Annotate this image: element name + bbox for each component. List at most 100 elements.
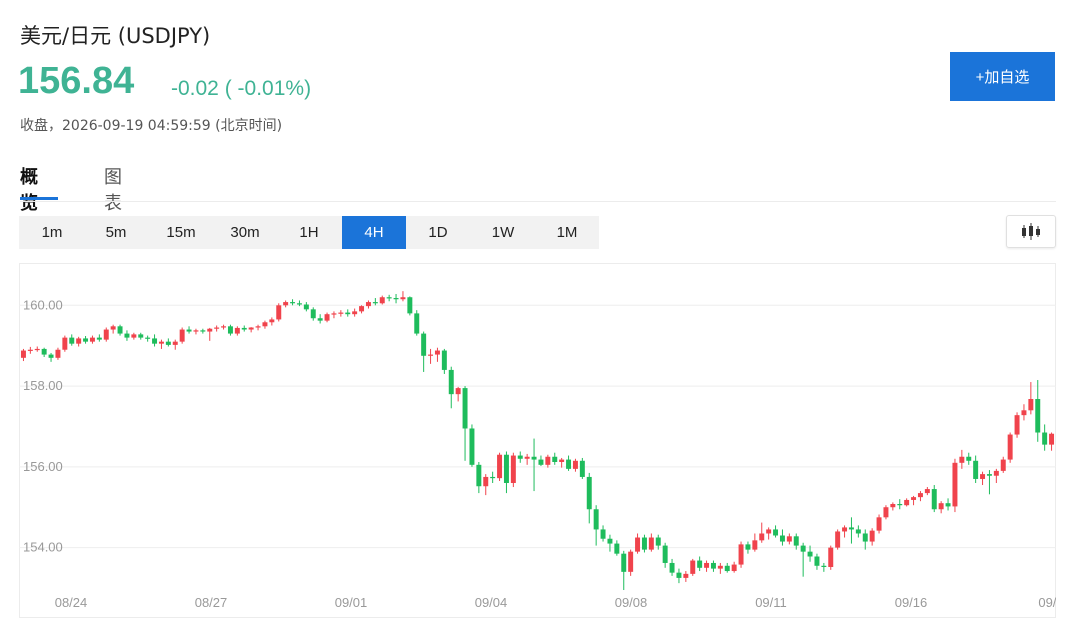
period-5m[interactable]: 5m xyxy=(105,224,127,241)
candlestick-chart[interactable]: 160.00 158.00 156.00 154.00 08/24 08/27 09/01 0… xyxy=(19,263,1056,618)
candle-body xyxy=(662,545,668,563)
candle-body xyxy=(34,348,40,351)
candle-body xyxy=(131,334,137,338)
chart-frame xyxy=(19,263,1056,618)
candle-body xyxy=(207,328,213,332)
add-watchlist-button[interactable]: +加自选 xyxy=(950,52,1055,101)
candle-body xyxy=(262,322,268,327)
candle-body xyxy=(1021,410,1027,416)
candle-body xyxy=(186,329,192,332)
candle-body xyxy=(869,530,875,542)
candle-body xyxy=(924,489,930,494)
period-1h[interactable]: 1H xyxy=(299,224,319,241)
candle-body xyxy=(110,326,116,330)
candle-body xyxy=(628,551,634,572)
candle-body xyxy=(414,313,420,334)
period-selector: 1m 5m 15m 30m 1H 4H 1D 1W 1M xyxy=(19,216,599,249)
y-tick-label: 154.00 xyxy=(23,540,63,555)
candle-body xyxy=(973,460,979,479)
candle-body xyxy=(407,297,413,314)
candle-body xyxy=(545,456,551,465)
candle-body xyxy=(607,538,613,544)
candle-body xyxy=(572,460,578,469)
x-tick-label: 09/01 xyxy=(335,595,368,610)
candle-body xyxy=(269,319,275,323)
candle-body xyxy=(255,326,261,328)
candle-body xyxy=(172,341,178,345)
candle-body xyxy=(890,504,896,508)
period-4h[interactable]: 4H xyxy=(342,216,406,249)
candle-body xyxy=(1042,432,1048,445)
candle-body xyxy=(779,535,785,542)
candle-body xyxy=(352,311,358,315)
candle-body xyxy=(510,455,516,483)
candle-body xyxy=(690,560,696,574)
candle-body xyxy=(745,544,751,550)
period-30m[interactable]: 30m xyxy=(230,224,260,241)
candle-body xyxy=(103,329,109,340)
period-1w[interactable]: 1W xyxy=(491,224,515,241)
candle-body xyxy=(697,560,703,568)
candle-body xyxy=(345,312,351,315)
x-tick-label: 08/27 xyxy=(195,595,228,610)
candle-body xyxy=(793,536,799,546)
candle-body xyxy=(655,537,661,546)
x-tick-label: 09/08 xyxy=(615,595,648,610)
x-tick-label: 09/16 xyxy=(895,595,928,610)
candle-body xyxy=(503,454,509,483)
candle-body xyxy=(290,302,296,304)
candle-body xyxy=(372,302,378,304)
candle-body xyxy=(158,341,164,344)
candle-body xyxy=(669,562,675,573)
candle-body xyxy=(559,459,565,462)
candle-body xyxy=(635,537,641,552)
candle-body xyxy=(241,327,247,330)
candle-body xyxy=(145,337,151,339)
y-tick-label: 156.00 xyxy=(23,459,63,474)
period-1m[interactable]: 1m xyxy=(41,224,63,241)
candle-body xyxy=(524,456,530,459)
candle-body xyxy=(303,304,309,310)
candle-body xyxy=(676,572,682,578)
candle-body xyxy=(338,312,344,314)
candle-body xyxy=(1049,433,1055,445)
candle-body xyxy=(579,460,585,477)
candle-body xyxy=(283,302,289,306)
candle-body xyxy=(952,462,958,507)
candle-body xyxy=(883,507,889,518)
current-price: 156.84 xyxy=(18,60,135,102)
period-1d[interactable]: 1D xyxy=(428,224,448,241)
candle-body xyxy=(566,459,572,469)
candle-body xyxy=(124,333,130,338)
candle-body xyxy=(938,503,944,510)
candle-body xyxy=(421,333,427,356)
candle-body xyxy=(683,573,689,578)
y-tick-label: 158.00 xyxy=(23,378,63,393)
candle-body xyxy=(20,350,26,358)
candle-body xyxy=(324,314,330,321)
candle-body xyxy=(717,565,723,569)
period-15m[interactable]: 15m xyxy=(166,224,196,241)
tabs-divider xyxy=(20,201,1056,202)
candle-body xyxy=(400,297,406,300)
candle-body xyxy=(917,493,923,498)
candle-body xyxy=(248,327,254,330)
candle-body xyxy=(786,536,792,542)
tab-chart[interactable]: 图表 xyxy=(104,167,122,214)
candle-body xyxy=(710,562,716,569)
candle-body xyxy=(48,354,54,358)
period-1mo[interactable]: 1M xyxy=(556,224,578,241)
candle-body xyxy=(200,330,206,332)
candle-body xyxy=(897,504,903,506)
chart-type-toggle[interactable] xyxy=(1006,215,1056,248)
price-change: -0.02 ( -0.01%) xyxy=(171,77,312,100)
candle-body xyxy=(462,388,468,429)
candle-body xyxy=(276,305,282,320)
candle-body xyxy=(490,476,496,479)
candle-body xyxy=(441,350,447,370)
candle-body xyxy=(96,337,102,340)
candle-body xyxy=(310,309,316,319)
instrument-title: 美元/日元 (USDJPY) xyxy=(20,24,211,48)
candle-body xyxy=(62,337,68,350)
candle-body xyxy=(41,348,47,355)
